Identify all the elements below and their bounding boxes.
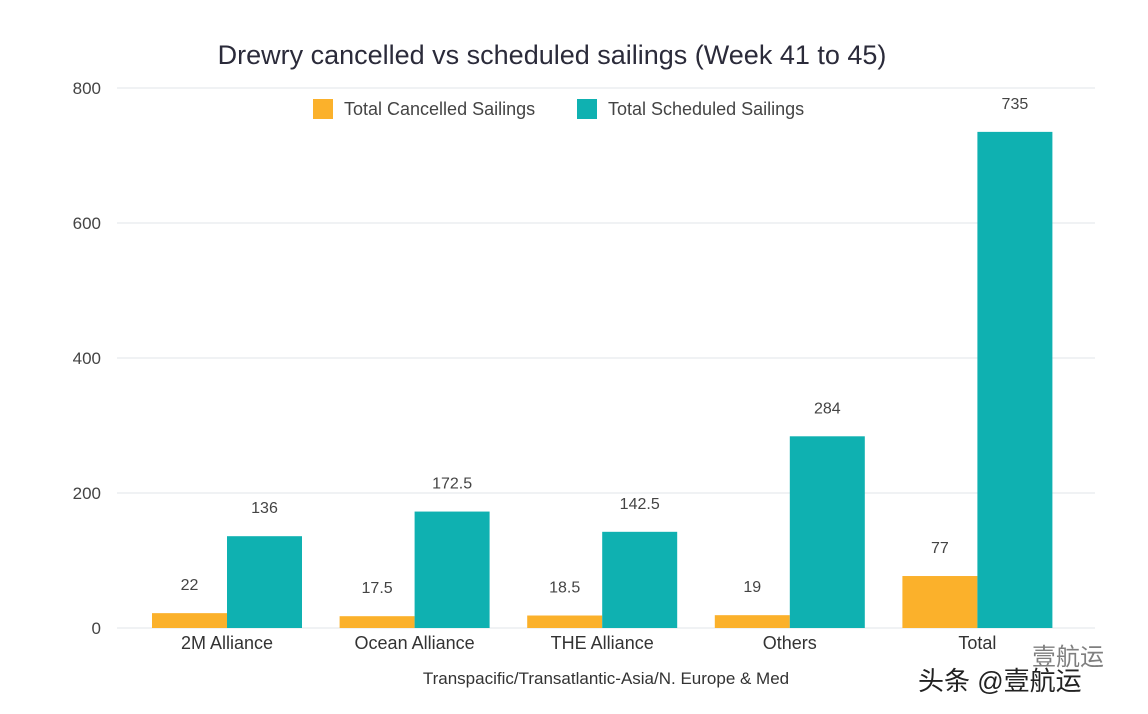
x-tick-label: Ocean Alliance: [355, 633, 475, 653]
chart-title: Drewry cancelled vs scheduled sailings (…: [218, 40, 887, 70]
legend-label-scheduled: Total Scheduled Sailings: [608, 99, 804, 119]
bar-scheduled-2m-alliance: [227, 536, 302, 628]
watermark: 壹航运 头条 @壹航运: [918, 644, 1104, 696]
bar-cancelled-total: [902, 576, 978, 628]
data-label: 142.5: [620, 496, 660, 513]
data-label: 136: [251, 500, 278, 517]
watermark-faint-text: 壹航运: [1032, 644, 1104, 671]
data-label: 22: [181, 577, 199, 594]
bar-scheduled-ocean-alliance: [414, 511, 490, 628]
data-label: 284: [814, 400, 841, 417]
y-tick-label: 800: [73, 79, 101, 98]
x-axis-ticks: 2M Alliance Ocean Alliance THE Alliance Oth…: [181, 633, 996, 653]
x-tick-label: Others: [763, 633, 817, 653]
bar-cancelled-ocean-alliance: [339, 616, 415, 628]
y-tick-label: 0: [92, 619, 101, 638]
y-tick-label: 600: [73, 214, 101, 233]
watermark-text: 头条 @壹航运: [918, 666, 1082, 696]
legend-label-cancelled: Total Cancelled Sailings: [344, 99, 535, 119]
bar-scheduled-total: [977, 131, 1053, 628]
x-axis-label: Transpacific/Transatlantic-Asia/N. Europ…: [423, 669, 789, 688]
data-label: 19: [743, 579, 761, 596]
y-axis-ticks: 0 200 400 600 800: [73, 79, 101, 638]
bar-scheduled-others: [789, 436, 865, 628]
data-label: 18.5: [549, 580, 580, 597]
legend-swatch-cancelled: [313, 99, 333, 119]
bar-cancelled-the-alliance: [527, 615, 603, 628]
x-tick-label: Total: [958, 633, 996, 653]
data-label: 17.5: [362, 580, 393, 597]
data-label: 735: [1002, 96, 1029, 113]
x-tick-label: THE Alliance: [551, 633, 654, 653]
data-labels: 22 136 17.5 172.5 18.5 142.5 19 284 77 735: [181, 96, 1029, 597]
x-tick-label: 2M Alliance: [181, 633, 273, 653]
bar-cancelled-2m-alliance: [152, 613, 227, 628]
data-label: 77: [931, 540, 949, 557]
bars: [152, 131, 1053, 628]
bar-cancelled-others: [714, 615, 790, 628]
legend-swatch-scheduled: [577, 99, 597, 119]
y-tick-label: 400: [73, 349, 101, 368]
y-tick-label: 200: [73, 484, 101, 503]
legend: Total Cancelled Sailings Total Scheduled…: [313, 99, 804, 119]
data-label: 172.5: [432, 476, 472, 493]
bar-scheduled-the-alliance: [602, 531, 678, 628]
